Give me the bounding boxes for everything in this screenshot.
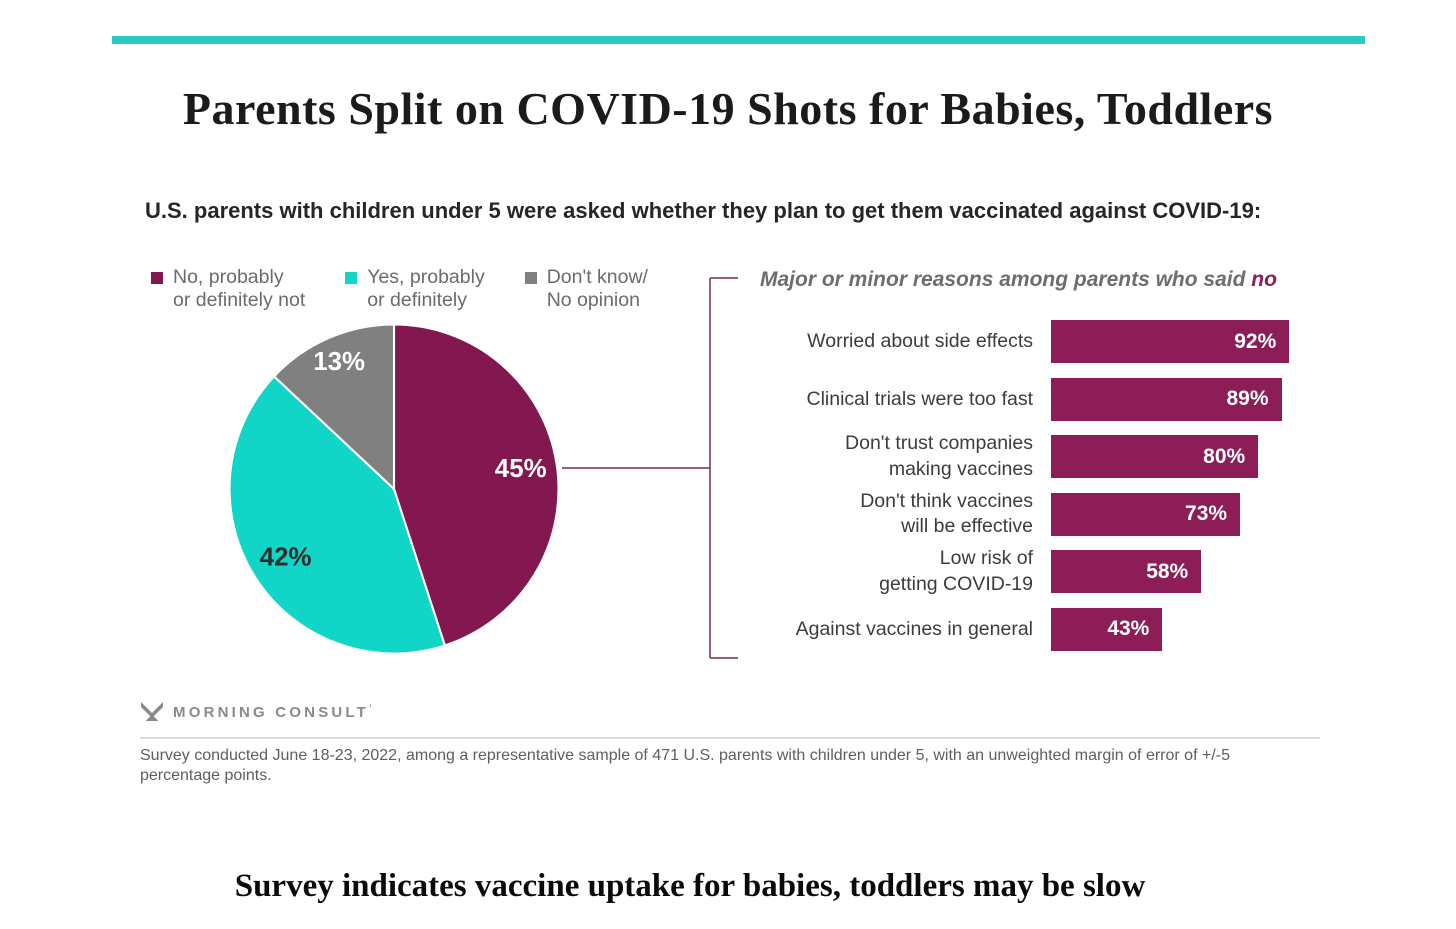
pie-slice-value: 13% [313,348,365,376]
bar-rect: 73% [1051,492,1241,536]
connector-bracket [562,277,738,659]
bar-row: Clinical trials were too fast 89% [745,371,1289,429]
bar-label: Worried about side effects [807,330,1033,353]
reasons-bar-chart: Worried about side effects 92% Clinical tr… [745,313,1290,659]
morning-consult-logo-text: MORNING CONSULT’ [173,702,375,721]
bar-row: Against vaccines in general 43% [745,601,1289,659]
pie-chart: 45% 42% 13% [227,322,561,656]
pie-slice [228,375,446,655]
bar-value: 89% [1226,387,1269,411]
bar-value: 92% [1234,329,1277,353]
legend-label: No, probably or definitely not [173,266,306,311]
bar-label: Don't trust companies making vaccines [845,432,1033,480]
pie-slice-value: 42% [260,544,312,572]
bar-rect: 89% [1051,377,1282,421]
chart-subtitle: U.S. parents with children under 5 were … [145,198,1262,223]
legend-label: Yes, probably or definitely [367,266,485,311]
bar-row: Worried about side effects 92% [745,313,1290,371]
bar-label: Clinical trials were too fast [806,387,1034,410]
legend-label: Don't know/ No opinion [546,266,648,311]
bar-row: Don't trust companies making vaccines 80% [745,428,1289,486]
bar-value: 43% [1107,617,1150,641]
divider-line [140,737,1320,739]
morning-consult-logo: MORNING CONSULT’ [140,702,375,721]
bar-rect: 80% [1051,435,1259,479]
legend-swatch [524,272,537,284]
logo-trademark: ’ [369,702,375,713]
teal-accent-bar [112,36,1365,44]
survey-footnote: Survey conducted June 18-23, 2022, among… [140,747,1230,784]
legend-item: No, probably or definitely not [151,266,305,312]
bar-rect: 92% [1051,320,1290,364]
legend-swatch [151,272,163,284]
bar-value: 80% [1203,444,1246,468]
bar-rect: 43% [1051,607,1163,651]
legend-item: Don't know/ No opinion [524,266,648,312]
bar-label: Low risk of getting COVID-19 [879,547,1033,595]
reasons-title-highlight: no [1251,268,1277,291]
morning-consult-logo-icon [141,702,163,721]
reasons-title: Major or minor reasons among parents who… [760,268,1340,292]
article-caption: Survey indicates vaccine uptake for babi… [234,868,1146,904]
bar-value: 73% [1185,502,1228,526]
bar-value: 58% [1146,559,1189,583]
pie-slice [273,323,396,491]
bar-row: Low risk of getting COVID-19 58% [745,543,1289,601]
legend-item: Yes, probably or definitely [345,266,485,312]
bar-label: Don't think vaccines will be effective [860,489,1033,538]
bar-label: Against vaccines in general [795,617,1033,640]
page-title: Parents Split on COVID-19 Shots for Babi… [182,83,1274,134]
legend-swatch [345,272,358,284]
pie-chart-svg: 45% 42% 13% [228,323,560,655]
bar-row: Don't think vaccines will be effective 73… [745,486,1289,544]
reasons-title-text: Major or minor reasons among parents who… [760,268,1252,291]
pie-legend: No, probably or definitely not Yes, proba… [151,266,648,312]
pie-slice [392,323,560,647]
pie-slice-value: 45% [495,455,547,483]
bar-rect: 58% [1051,550,1202,594]
